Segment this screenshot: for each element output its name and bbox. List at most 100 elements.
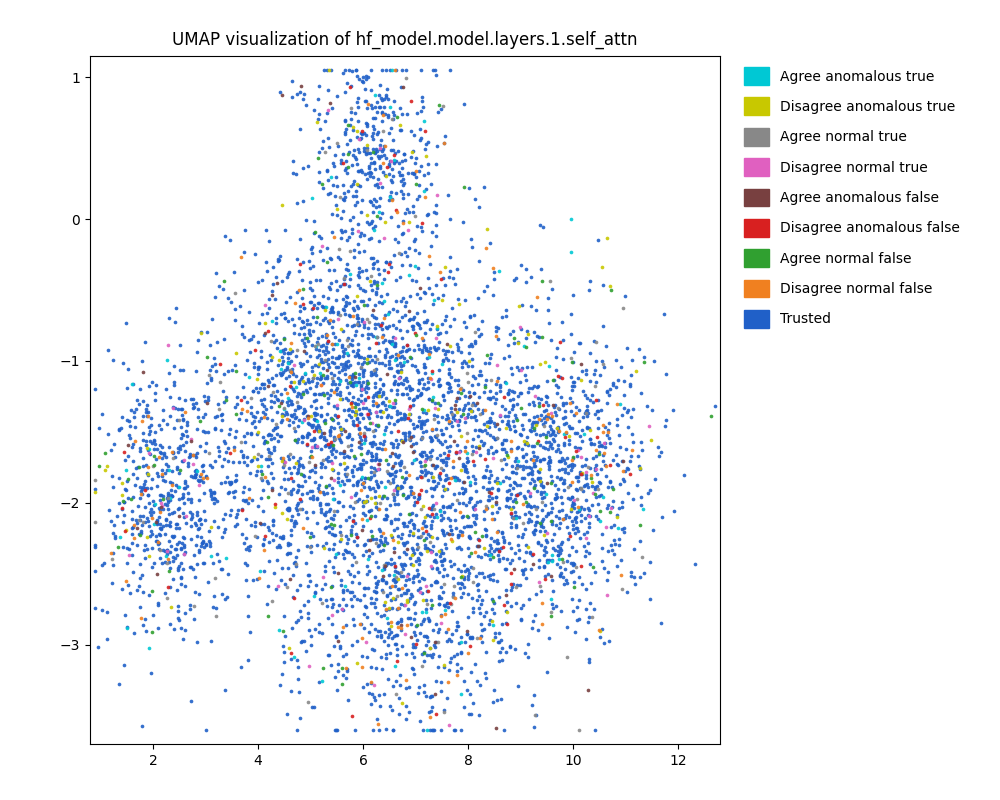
Trusted: [339, 258, 355, 270]
Trusted: [453, 346, 469, 358]
Trusted: [510, 679, 526, 692]
Trusted: [316, 64, 332, 77]
Agree anomalous false: [439, 338, 455, 350]
Trusted: [408, 509, 424, 522]
Disagree anomalous true: [249, 373, 265, 386]
Trusted: [337, 225, 353, 238]
Trusted: [297, 405, 313, 418]
Trusted: [632, 462, 648, 475]
Trusted: [335, 500, 351, 513]
Trusted: [374, 573, 390, 586]
Trusted: [178, 517, 194, 530]
Trusted: [320, 352, 336, 365]
Trusted: [382, 255, 398, 268]
Agree anomalous true: [419, 723, 435, 736]
Trusted: [593, 462, 609, 475]
Trusted: [454, 356, 470, 369]
Disagree normal false: [488, 330, 504, 342]
Trusted: [521, 398, 537, 410]
Trusted: [584, 479, 600, 492]
Trusted: [356, 538, 372, 551]
Trusted: [341, 409, 357, 422]
Agree normal false: [416, 534, 432, 546]
Trusted: [319, 165, 335, 178]
Trusted: [377, 350, 393, 363]
Trusted: [358, 386, 374, 398]
Trusted: [253, 465, 269, 478]
Trusted: [574, 365, 590, 378]
Agree normal true: [505, 512, 521, 525]
Trusted: [344, 338, 360, 351]
Trusted: [378, 321, 394, 334]
Trusted: [368, 386, 384, 399]
Trusted: [394, 639, 410, 652]
Trusted: [314, 142, 330, 154]
Disagree normal true: [329, 398, 345, 411]
Trusted: [159, 464, 175, 477]
Trusted: [552, 568, 568, 581]
Agree anomalous true: [356, 437, 372, 450]
Trusted: [292, 86, 308, 98]
Trusted: [143, 412, 159, 425]
Trusted: [402, 408, 418, 421]
Trusted: [441, 633, 457, 646]
Agree normal true: [580, 461, 596, 474]
Trusted: [201, 525, 217, 538]
Trusted: [349, 593, 365, 606]
Trusted: [385, 303, 401, 316]
Trusted: [365, 482, 381, 494]
Disagree anomalous true: [532, 463, 548, 476]
Disagree anomalous false: [407, 326, 423, 339]
Disagree normal true: [296, 414, 312, 426]
Trusted: [321, 542, 337, 555]
Trusted: [387, 560, 403, 573]
Trusted: [337, 114, 353, 127]
Trusted: [276, 408, 292, 421]
Agree normal false: [276, 332, 292, 345]
Trusted: [523, 270, 539, 283]
Trusted: [471, 602, 487, 615]
Trusted: [539, 375, 555, 388]
Trusted: [375, 378, 391, 390]
Disagree anomalous false: [320, 438, 336, 451]
Trusted: [529, 415, 545, 428]
Trusted: [358, 381, 374, 394]
Agree anomalous true: [112, 530, 128, 543]
Trusted: [375, 329, 391, 342]
Trusted: [164, 530, 180, 542]
Trusted: [548, 350, 564, 363]
Agree anomalous false: [337, 425, 353, 438]
Trusted: [277, 494, 293, 507]
Trusted: [281, 394, 297, 406]
Trusted: [537, 540, 553, 553]
Disagree anomalous true: [437, 483, 453, 496]
Trusted: [389, 365, 405, 378]
Trusted: [350, 269, 366, 282]
Trusted: [176, 497, 192, 510]
Trusted: [317, 461, 333, 474]
Agree normal false: [424, 599, 440, 612]
Trusted: [462, 491, 478, 504]
Trusted: [307, 585, 323, 598]
Agree normal false: [566, 581, 582, 594]
Trusted: [220, 442, 236, 454]
Disagree anomalous false: [306, 425, 322, 438]
Trusted: [371, 88, 387, 101]
Trusted: [476, 386, 492, 398]
Trusted: [324, 600, 340, 613]
Trusted: [373, 405, 389, 418]
Trusted: [330, 371, 346, 384]
Trusted: [403, 351, 419, 364]
Trusted: [405, 529, 421, 542]
Trusted: [264, 457, 280, 470]
Trusted: [428, 508, 444, 521]
Trusted: [356, 608, 372, 621]
Trusted: [305, 490, 321, 502]
Agree anomalous true: [147, 498, 163, 510]
Trusted: [371, 152, 387, 165]
Trusted: [185, 449, 201, 462]
Trusted: [352, 408, 368, 421]
Trusted: [455, 496, 471, 509]
Trusted: [149, 479, 165, 492]
Trusted: [366, 275, 382, 288]
